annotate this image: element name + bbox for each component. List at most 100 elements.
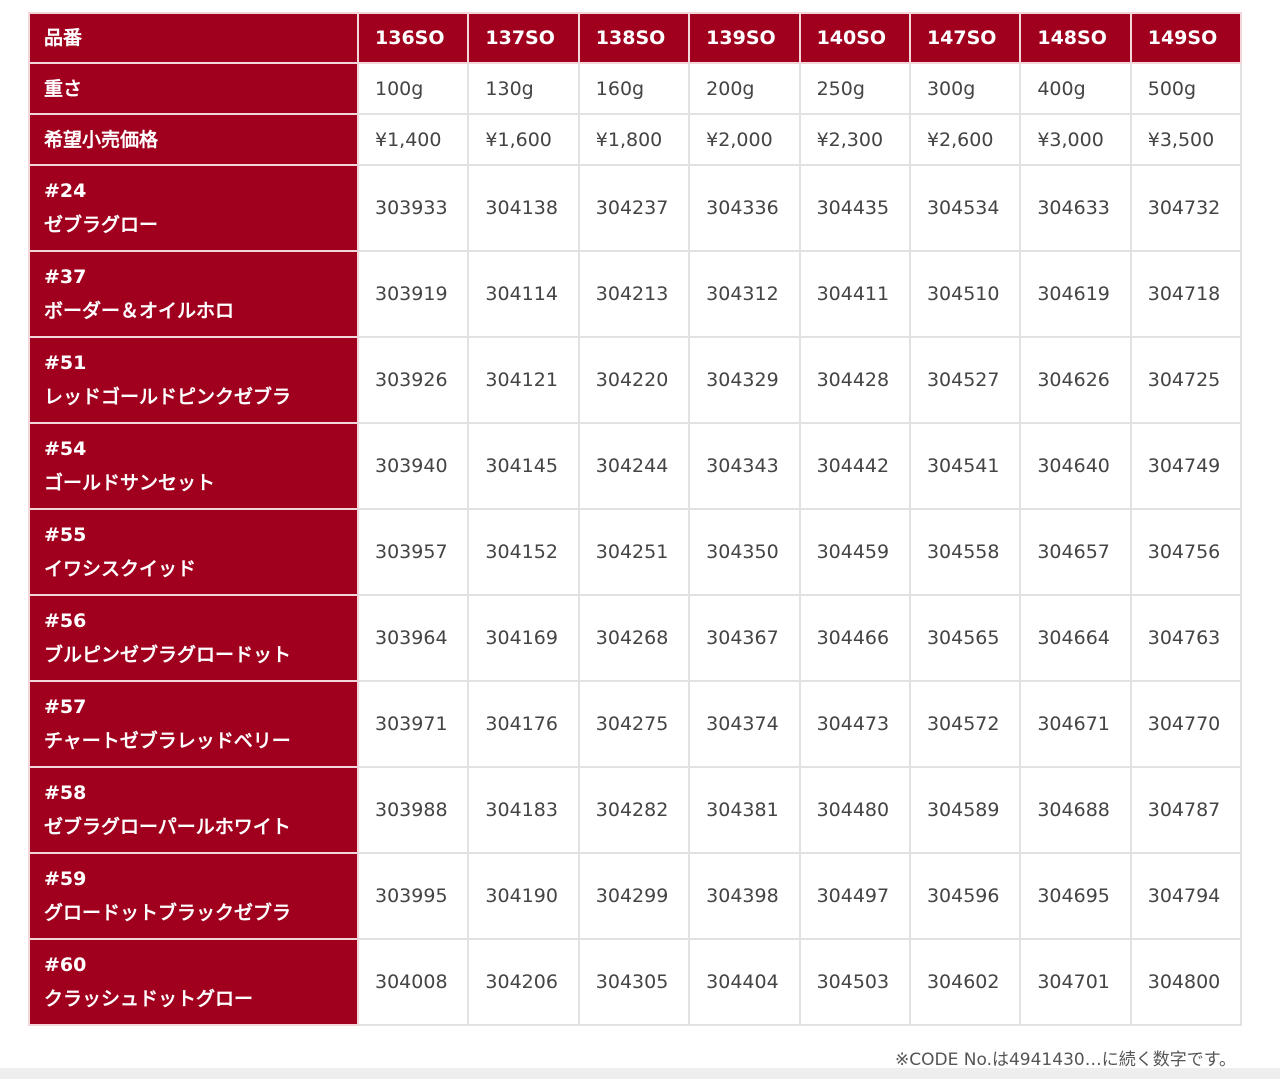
color-number: #51: [44, 352, 87, 374]
cell: 303926: [356, 336, 470, 424]
row-label: #57 チャートゼブラレッドベリー: [28, 680, 359, 768]
cell: 304572: [908, 680, 1022, 768]
cell: 304145: [467, 422, 580, 510]
cell: 304305: [577, 938, 691, 1026]
cell: 100g: [356, 62, 470, 115]
code-note: ※CODE No.は4941430…に続く数字です。: [895, 1050, 1236, 1070]
cell: ¥1,400: [356, 113, 470, 166]
cell: 304220: [577, 336, 691, 424]
cell: 304619: [1019, 250, 1132, 338]
table-row: #37 ボーダー＆オイルホロ 303919 304114 304213 304312 304…: [28, 250, 1243, 338]
cell: 250g: [798, 62, 911, 115]
cell: 304251: [577, 508, 691, 596]
cell: 304749: [1129, 422, 1243, 510]
cell: 304152: [467, 508, 580, 596]
cell: 304350: [688, 508, 801, 596]
label-text: クラッシュドットグロー: [44, 988, 254, 1010]
cell: 304374: [688, 680, 801, 768]
cell: 304725: [1129, 336, 1243, 424]
cell: 304480: [798, 766, 911, 854]
cell: 304527: [908, 336, 1022, 424]
row-label: #60 クラッシュドットグロー: [28, 938, 359, 1026]
cell: 304190: [467, 852, 580, 940]
cell: 400g: [1019, 62, 1132, 115]
cell: 304312: [688, 250, 801, 338]
cell: 304411: [798, 250, 911, 338]
cell: 304459: [798, 508, 911, 596]
label-text: ゼブラグローパールホワイト: [44, 816, 291, 838]
color-number: #55: [44, 524, 87, 546]
table-row: #60 クラッシュドットグロー 304008 304206 304305 304404 30…: [28, 938, 1243, 1026]
cell: 136SO: [356, 12, 470, 64]
price-row: 希望小売価格 ¥1,400 ¥1,600 ¥1,800 ¥2,000 ¥2,300 ¥2,6…: [28, 113, 1243, 166]
cell: 138SO: [577, 12, 691, 64]
color-number: #57: [44, 696, 87, 718]
cell: 304466: [798, 594, 911, 682]
cell: 304367: [688, 594, 801, 682]
cell: 304435: [798, 164, 911, 252]
cell: 304473: [798, 680, 911, 768]
cell: 304244: [577, 422, 691, 510]
color-number: #56: [44, 610, 87, 632]
label-text: ゼブラグロー: [44, 214, 159, 236]
cell: 304114: [467, 250, 580, 338]
label-text: イワシスクイッド: [44, 558, 197, 580]
cell: 137SO: [467, 12, 580, 64]
cell: 304794: [1129, 852, 1243, 940]
color-number: #58: [44, 782, 87, 804]
row-label: #54 ゴールドサンセット: [28, 422, 359, 510]
cell: 304398: [688, 852, 801, 940]
cell: 303971: [356, 680, 470, 768]
label-text: ブルピンゼブラグロードット: [44, 644, 292, 666]
cell: 304640: [1019, 422, 1132, 510]
header-row: 品番 136SO 137SO 138SO 139SO 140SO 147SO 148SO 149…: [28, 12, 1243, 64]
table-row: #56 ブルピンゼブラグロードット 303964 304169 304268 304367…: [28, 594, 1243, 682]
cell: 147SO: [908, 12, 1022, 64]
cell: 304602: [908, 938, 1022, 1026]
table-row: #54 ゴールドサンセット 303940 304145 304244 304343 3044…: [28, 422, 1243, 510]
cell: 304657: [1019, 508, 1132, 596]
cell: 304206: [467, 938, 580, 1026]
cell: 304336: [688, 164, 801, 252]
row-label: #56 ブルピンゼブラグロードット: [28, 594, 359, 682]
cell: ¥2,000: [688, 113, 801, 166]
cell: 200g: [688, 62, 801, 115]
color-number: #60: [44, 954, 87, 976]
cell: 303940: [356, 422, 470, 510]
row-label: 重さ: [28, 62, 359, 115]
table-row: #59 グロードットブラックゼブラ 303995 304190 304299 304398…: [28, 852, 1243, 940]
cell: 304275: [577, 680, 691, 768]
cell: 304763: [1129, 594, 1243, 682]
cell: ¥3,500: [1129, 113, 1243, 166]
row-label: #55 イワシスクイッド: [28, 508, 359, 596]
weight-row: 重さ 100g 130g 160g 200g 250g 300g 400g 500g: [28, 62, 1243, 115]
cell: 304183: [467, 766, 580, 854]
table-row: #58 ゼブラグローパールホワイト 303988 304183 304282 304381…: [28, 766, 1243, 854]
row-label: #58 ゼブラグローパールホワイト: [28, 766, 359, 854]
cell: 139SO: [688, 12, 801, 64]
cell: 304558: [908, 508, 1022, 596]
cell: 304756: [1129, 508, 1243, 596]
cell: 304497: [798, 852, 911, 940]
label-text: 品番: [44, 27, 83, 49]
cell: 304169: [467, 594, 580, 682]
cell: 304626: [1019, 336, 1132, 424]
cell: 304442: [798, 422, 911, 510]
cell: 160g: [577, 62, 691, 115]
cell: 304596: [908, 852, 1022, 940]
cell: 304633: [1019, 164, 1132, 252]
cell: 304268: [577, 594, 691, 682]
cell: 303988: [356, 766, 470, 854]
row-label: 希望小売価格: [28, 113, 359, 166]
cell: 304381: [688, 766, 801, 854]
cell: 300g: [908, 62, 1022, 115]
cell: ¥3,000: [1019, 113, 1132, 166]
cell: 304800: [1129, 938, 1243, 1026]
cell: 304138: [467, 164, 580, 252]
cell: 304282: [577, 766, 691, 854]
cell: 304718: [1129, 250, 1243, 338]
cell: 304787: [1129, 766, 1243, 854]
cell: 304701: [1019, 938, 1132, 1026]
cell: 130g: [467, 62, 580, 115]
cell: 304534: [908, 164, 1022, 252]
